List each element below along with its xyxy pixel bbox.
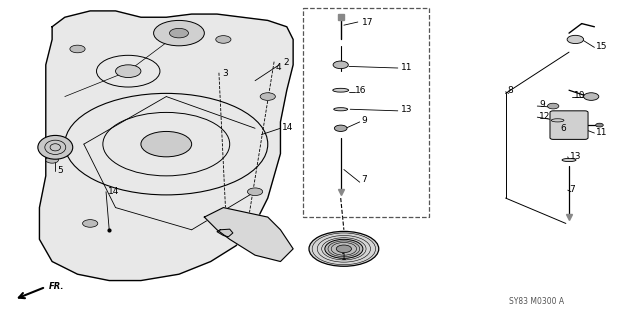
Circle shape: [583, 93, 599, 100]
Polygon shape: [204, 208, 293, 261]
Polygon shape: [39, 11, 293, 281]
Circle shape: [336, 245, 352, 252]
Text: 2: 2: [283, 58, 289, 67]
Polygon shape: [217, 229, 233, 237]
Text: 1: 1: [341, 253, 347, 262]
Circle shape: [154, 20, 204, 46]
Circle shape: [334, 125, 347, 132]
Ellipse shape: [551, 119, 564, 122]
Text: 13: 13: [401, 105, 412, 114]
Text: 11: 11: [596, 128, 608, 137]
Circle shape: [46, 157, 59, 163]
Text: 17: 17: [362, 18, 373, 27]
Circle shape: [333, 61, 348, 69]
Ellipse shape: [562, 158, 576, 162]
Ellipse shape: [333, 88, 348, 92]
Circle shape: [596, 123, 603, 127]
Circle shape: [567, 35, 583, 44]
Ellipse shape: [38, 135, 73, 159]
Text: 9: 9: [539, 100, 545, 109]
Text: 11: 11: [401, 63, 412, 72]
Text: 15: 15: [596, 42, 608, 51]
Text: 14: 14: [108, 187, 119, 196]
Text: 13: 13: [569, 152, 581, 161]
Text: 9: 9: [362, 116, 368, 125]
Ellipse shape: [334, 108, 348, 111]
Circle shape: [70, 45, 85, 53]
Circle shape: [247, 188, 262, 196]
Text: 7: 7: [362, 175, 368, 184]
Text: 16: 16: [355, 86, 367, 95]
Text: SY83 M0300 A: SY83 M0300 A: [509, 297, 564, 306]
Circle shape: [547, 103, 559, 109]
FancyBboxPatch shape: [550, 111, 588, 140]
Bar: [303, 8, 429, 217]
Circle shape: [260, 93, 275, 100]
Circle shape: [216, 36, 231, 43]
Text: 12: 12: [539, 112, 550, 121]
Text: 3: 3: [222, 69, 228, 78]
Circle shape: [83, 220, 98, 227]
Circle shape: [325, 239, 363, 258]
Text: 10: 10: [574, 92, 585, 100]
Circle shape: [169, 28, 189, 38]
Text: 8: 8: [508, 86, 513, 95]
Text: 4: 4: [276, 62, 282, 72]
Text: 5: 5: [57, 166, 63, 175]
Text: 6: 6: [561, 124, 566, 133]
Text: FR.: FR.: [49, 282, 64, 292]
Circle shape: [309, 231, 379, 266]
Circle shape: [115, 65, 141, 77]
Text: 7: 7: [569, 185, 575, 194]
Text: 14: 14: [282, 123, 294, 132]
Circle shape: [141, 132, 192, 157]
